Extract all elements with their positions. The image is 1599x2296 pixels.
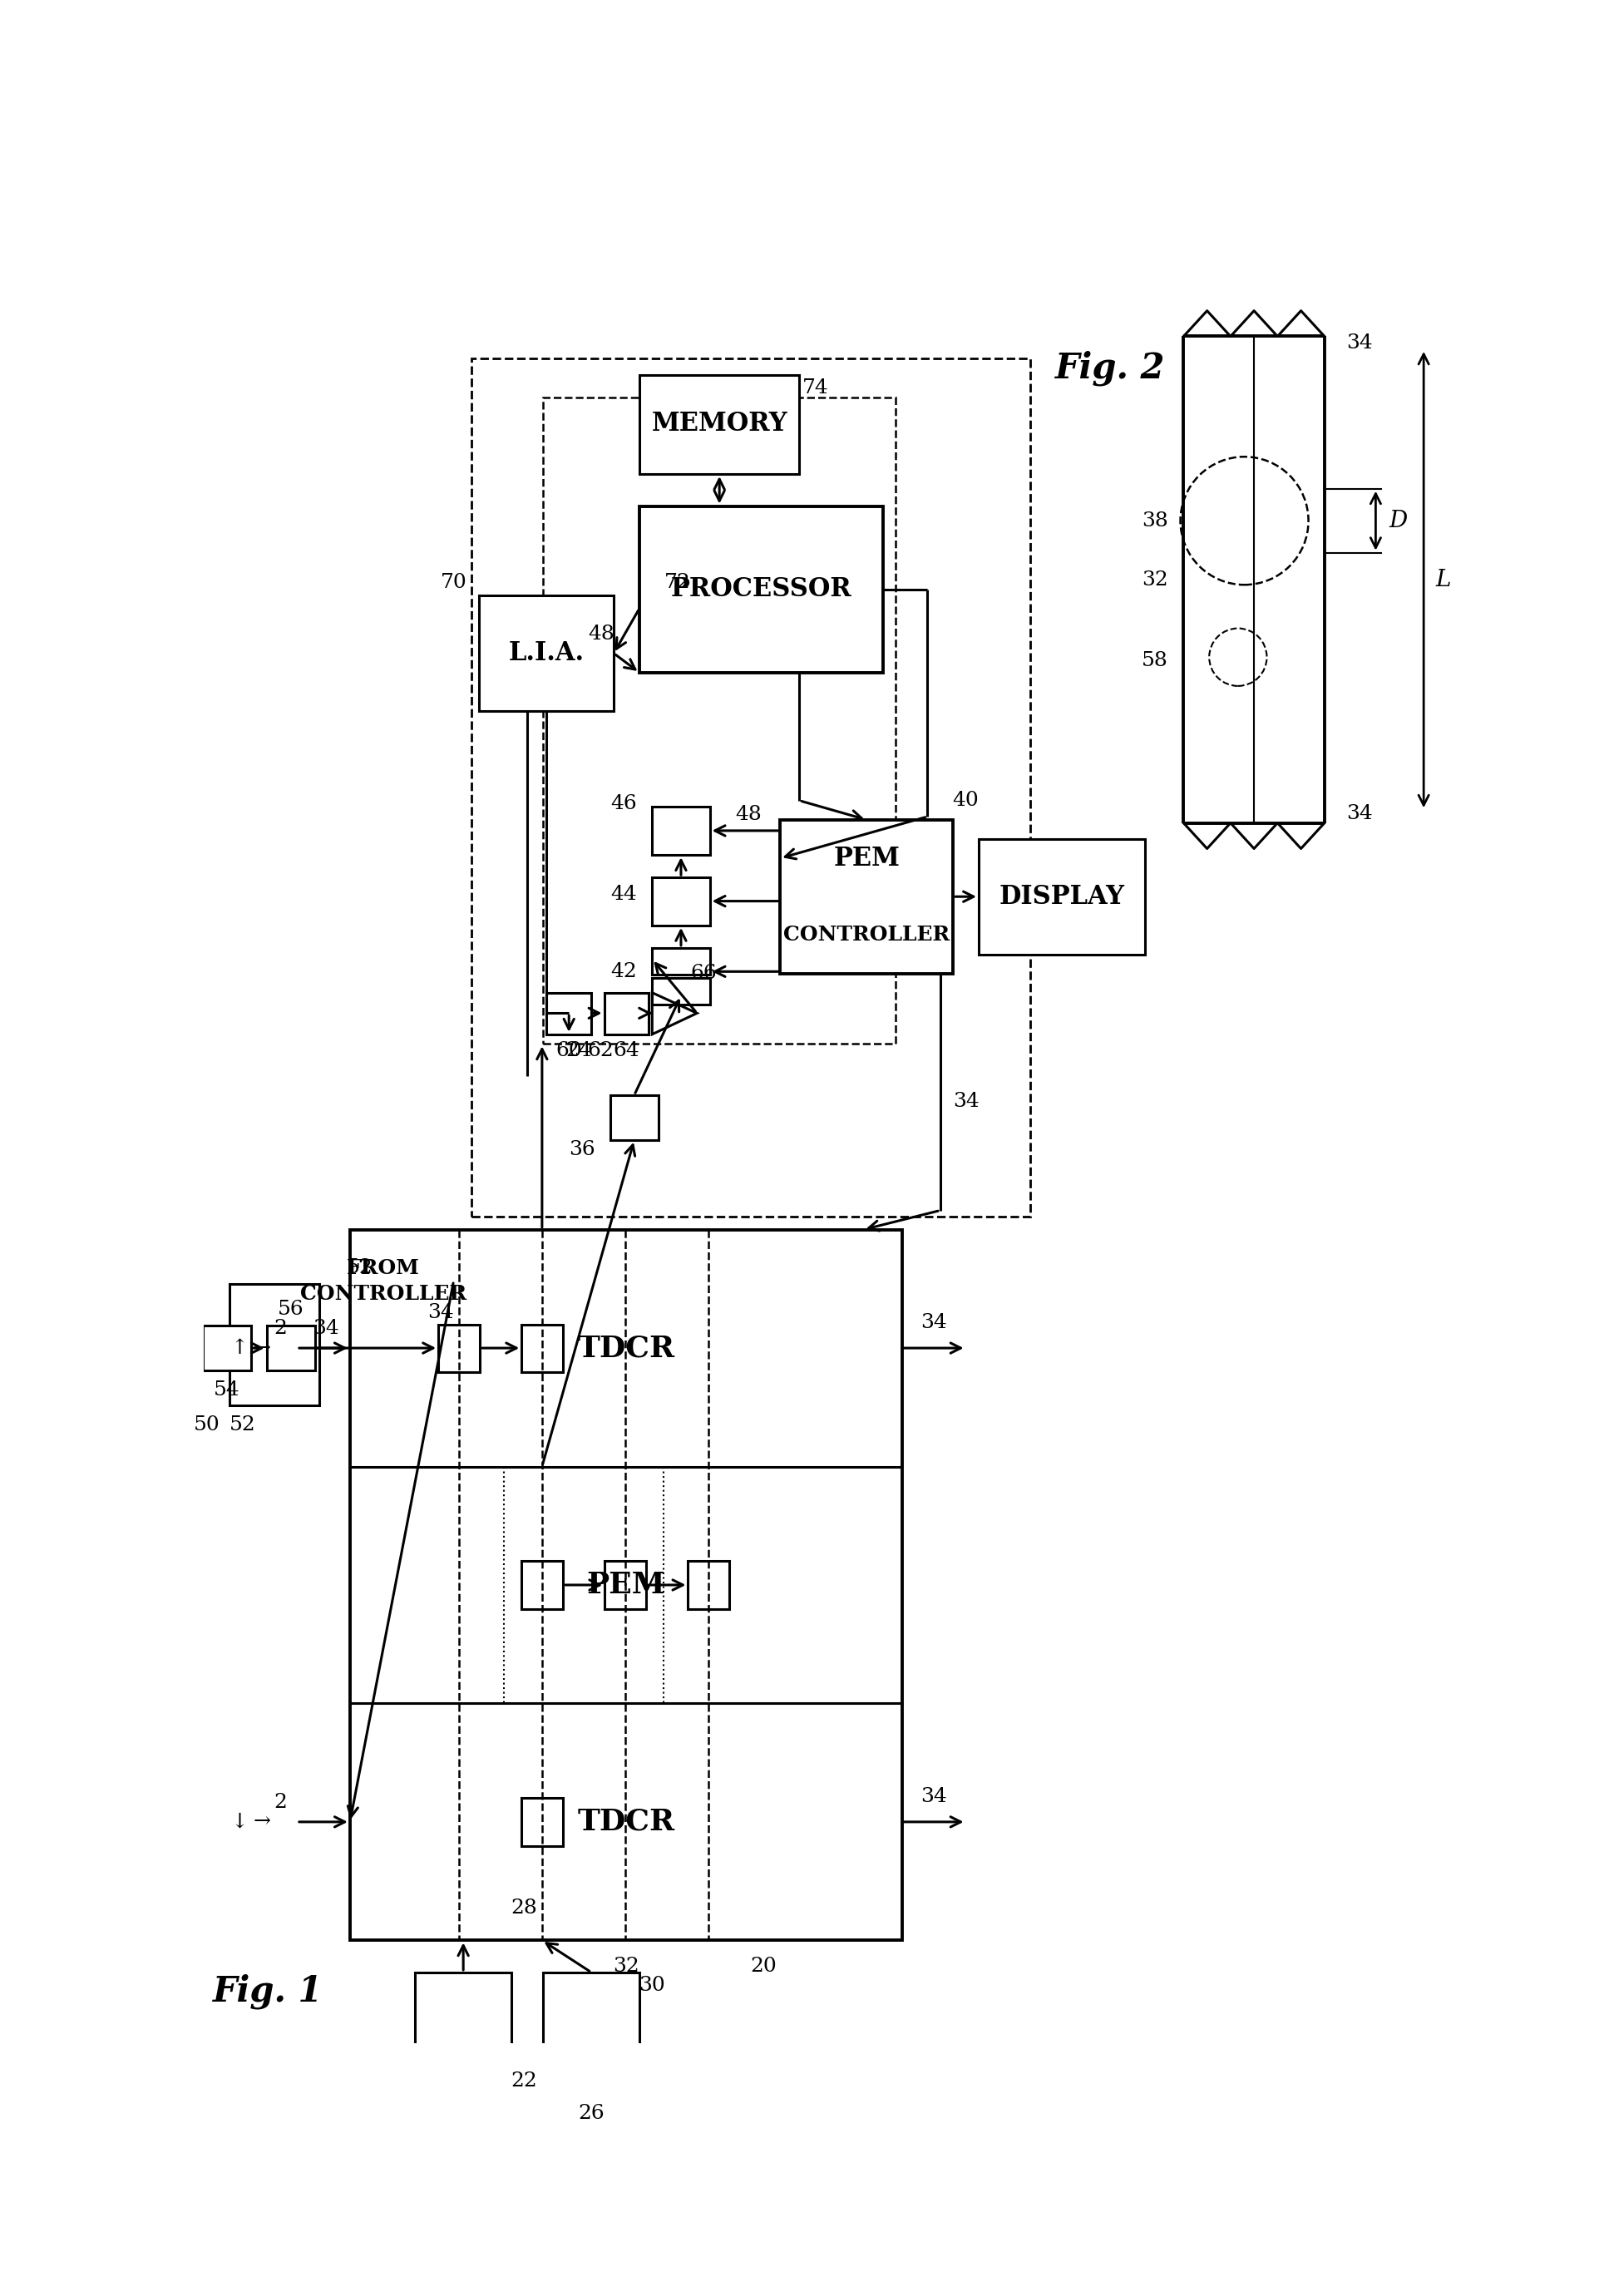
Text: DISPLAY: DISPLAY [999,884,1124,909]
Text: 32: 32 [612,1956,638,1975]
Text: 58: 58 [1142,650,1167,670]
Text: 42: 42 [609,962,636,980]
Bar [604,992,649,1033]
Text: 34: 34 [919,1313,947,1332]
Text: 64: 64 [612,1040,640,1061]
Text: 70: 70 [440,574,467,592]
Bar [230,1283,320,1405]
Bar [688,1561,729,1609]
Text: 52: 52 [345,1258,373,1277]
Text: 22: 22 [510,2071,537,2092]
Text: →: → [253,1339,270,1357]
Text: 28: 28 [510,1899,537,1917]
Bar [472,358,1030,1217]
Text: 40: 40 [951,792,979,810]
Text: CONTROLLER: CONTROLLER [784,925,950,946]
Text: ↓: ↓ [230,1812,248,1832]
Text: ↑: ↑ [230,1339,248,1357]
Text: 46: 46 [609,794,636,813]
Bar [652,806,710,854]
Text: 66: 66 [689,964,716,983]
Bar [267,1325,315,1371]
Text: 34: 34 [951,1093,979,1111]
Text: PEM: PEM [833,845,899,870]
Text: D: D [1388,510,1407,533]
Bar [350,1231,902,1940]
Text: 52: 52 [229,1414,256,1435]
Text: 56: 56 [277,1300,304,1320]
Text: CONTROLLER: CONTROLLER [301,1283,467,1304]
Text: 20: 20 [750,1956,777,1975]
Text: 34: 34 [427,1304,454,1322]
Text: Fig. 1: Fig. 1 [213,1975,323,2009]
Bar [979,838,1145,955]
Text: L: L [1434,569,1450,590]
Text: 44: 44 [609,886,636,905]
Text: 60: 60 [555,1040,582,1061]
Bar [416,1972,512,2094]
Text: 38: 38 [1142,512,1167,530]
Text: L.I.A.: L.I.A. [508,641,584,666]
Text: 48: 48 [587,625,614,643]
Text: TDCR: TDCR [577,1807,675,1837]
Text: 2: 2 [273,1793,288,1812]
Bar [652,877,710,925]
Text: TDCR: TDCR [577,1334,675,1362]
Bar [521,1325,563,1373]
Text: 36: 36 [568,1141,595,1159]
Bar [521,1798,563,1846]
Text: 34: 34 [919,1786,947,1807]
Bar [652,978,710,1006]
Bar [203,1325,251,1371]
Text: 32: 32 [1142,569,1167,590]
Bar [611,1095,659,1139]
Text: Fig. 2: Fig. 2 [1055,351,1166,386]
Bar [544,397,895,1045]
Bar [521,1561,563,1609]
Text: 34: 34 [1346,333,1372,351]
Text: 24: 24 [564,1040,592,1061]
Text: →: → [253,1812,270,1832]
Text: 2: 2 [273,1320,288,1339]
Bar [480,595,614,712]
Text: 74: 74 [801,379,828,397]
Bar [547,992,592,1033]
Bar [544,1972,640,2094]
Text: PROCESSOR: PROCESSOR [670,576,851,602]
Bar [640,505,883,673]
Text: 34: 34 [1346,804,1372,822]
Text: PEM: PEM [587,1570,665,1598]
Text: MEMORY: MEMORY [651,411,787,436]
Text: 72: 72 [664,574,691,592]
Bar [640,374,800,473]
Text: 26: 26 [577,2103,604,2124]
Text: 50: 50 [193,1414,221,1435]
Bar [780,820,953,974]
Bar [604,1561,646,1609]
Bar [652,948,710,976]
Text: FROM: FROM [347,1258,419,1279]
Bar [438,1325,480,1373]
Text: 62: 62 [587,1040,614,1061]
Text: 34: 34 [312,1320,339,1339]
Text: 48: 48 [734,806,761,824]
Text: 54: 54 [213,1380,240,1398]
Text: 30: 30 [638,1975,665,1995]
